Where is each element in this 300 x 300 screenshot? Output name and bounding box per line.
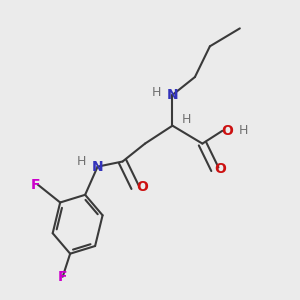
Text: F: F xyxy=(31,178,40,192)
Text: N: N xyxy=(92,160,103,174)
Text: O: O xyxy=(214,162,226,176)
Text: H: H xyxy=(77,155,86,168)
Text: F: F xyxy=(58,270,68,284)
Text: O: O xyxy=(136,180,148,194)
Text: N: N xyxy=(167,88,178,102)
Text: H: H xyxy=(182,113,191,126)
Text: H: H xyxy=(239,124,248,137)
Text: O: O xyxy=(221,124,233,138)
Text: H: H xyxy=(152,86,161,99)
